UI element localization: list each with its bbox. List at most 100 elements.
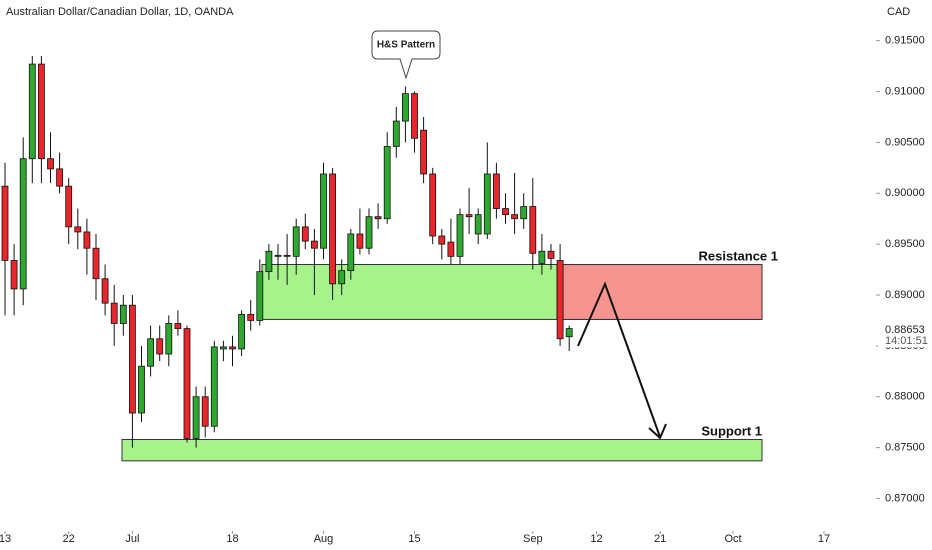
candle-body <box>429 173 437 237</box>
candle-body <box>438 235 446 245</box>
candles <box>1 55 573 448</box>
y-tick-label: 0.91000 <box>885 85 925 97</box>
candle-body <box>465 214 473 218</box>
y-tick-label: 0.90500 <box>885 136 925 148</box>
y-tick-label: 0.89500 <box>885 238 925 250</box>
candle-body <box>210 346 218 427</box>
x-tick-label: 22 <box>63 533 75 545</box>
candle-body <box>329 173 337 285</box>
candle-body <box>10 260 18 290</box>
chart-title: Australian Dollar/Canadian Dollar, 1D, O… <box>6 6 234 18</box>
candle-body <box>320 173 327 249</box>
y-tick-label: 0.91500 <box>885 35 925 47</box>
candle-body <box>456 214 464 257</box>
candle-body <box>247 313 255 321</box>
zones: Resistance 1 Support 1 <box>121 248 779 462</box>
candle-body <box>338 270 346 285</box>
candle-body <box>256 271 264 321</box>
candle-body <box>301 226 309 242</box>
candle-body <box>474 214 482 235</box>
candle-body <box>520 206 528 220</box>
candle-body <box>492 173 500 209</box>
x-tick-label: 18 <box>226 533 238 545</box>
candle-body <box>310 240 318 249</box>
x-tick-label: Sep <box>523 533 543 545</box>
candle-body <box>483 173 491 235</box>
candle-body <box>156 338 164 355</box>
candle-body <box>420 129 428 175</box>
candle-body <box>74 226 82 233</box>
x-tick-label: Oct <box>724 533 741 545</box>
y-tick-label: 0.87000 <box>885 492 925 504</box>
candle-body <box>119 304 127 324</box>
candle-body <box>83 231 91 249</box>
countdown-label: 14:01:51 <box>885 335 928 347</box>
candle-body <box>238 313 246 350</box>
candle-body <box>174 323 182 329</box>
candle-body <box>147 338 155 367</box>
candle-body <box>411 93 418 139</box>
callout-text: H&S Pattern <box>377 40 435 51</box>
candle-body <box>274 254 282 257</box>
x-tick-label: 17 <box>818 533 830 545</box>
zone <box>121 438 763 462</box>
candle-body <box>56 168 63 187</box>
candle-body <box>374 216 382 220</box>
candle-body <box>502 208 509 216</box>
last-price-label: 0.88653 <box>885 324 925 336</box>
candle-body <box>38 63 45 160</box>
candle-body <box>201 396 209 427</box>
candle-body <box>401 93 409 122</box>
candle-body <box>92 247 100 280</box>
x-tick-label: 21 <box>654 533 666 545</box>
y-tick-label: 0.89000 <box>885 289 925 301</box>
candle-body <box>265 250 273 273</box>
zone <box>556 264 763 320</box>
currency-label: CAD <box>887 6 910 18</box>
candle-body <box>538 250 546 264</box>
x-tick-label: Jul <box>125 533 139 545</box>
candle-body <box>556 260 564 340</box>
candle-body <box>547 250 555 259</box>
candle-body <box>138 365 145 414</box>
zone-label: Support 1 <box>701 423 762 438</box>
candle-body <box>383 146 391 220</box>
candle-body <box>192 396 200 439</box>
x-tick-label: 13 <box>0 533 11 545</box>
callout-box <box>371 30 441 80</box>
candle-body <box>511 214 519 220</box>
candle-body <box>565 328 573 338</box>
candle-body <box>19 158 27 290</box>
candle-body <box>110 302 118 324</box>
candle-body <box>356 233 364 249</box>
y-tick-label: 0.90000 <box>885 187 925 199</box>
zone-label: Resistance 1 <box>699 248 779 263</box>
candle-body <box>101 278 109 304</box>
candle-body <box>365 216 373 249</box>
arrow-head <box>648 423 667 440</box>
candle-body <box>529 206 537 254</box>
x-tick-label: 15 <box>408 533 420 545</box>
candle-body <box>292 226 300 257</box>
axes: 0.91500 0.91000 0.90500 0.90000 0.89500 0.890… <box>0 35 932 545</box>
candle-body <box>219 346 227 350</box>
candle-body <box>183 328 191 439</box>
candle-body <box>447 241 455 257</box>
candle-body <box>347 233 355 272</box>
candle-body <box>28 63 36 160</box>
candle-body <box>392 120 400 147</box>
y-tick-label: 0.88000 <box>885 391 925 403</box>
candle-body <box>47 158 54 170</box>
candle-body <box>165 323 173 355</box>
x-tick-label: 12 <box>590 533 602 545</box>
last-price-box <box>878 323 932 348</box>
x-tick-label: Aug <box>314 533 334 545</box>
callout: H&S Pattern <box>371 30 441 80</box>
candle-body <box>65 185 73 228</box>
candle-body <box>128 304 136 414</box>
y-tick-label: 0.87500 <box>885 442 925 454</box>
projection-arrow <box>577 281 667 440</box>
candle-body <box>229 346 236 350</box>
candle-body <box>283 254 291 257</box>
